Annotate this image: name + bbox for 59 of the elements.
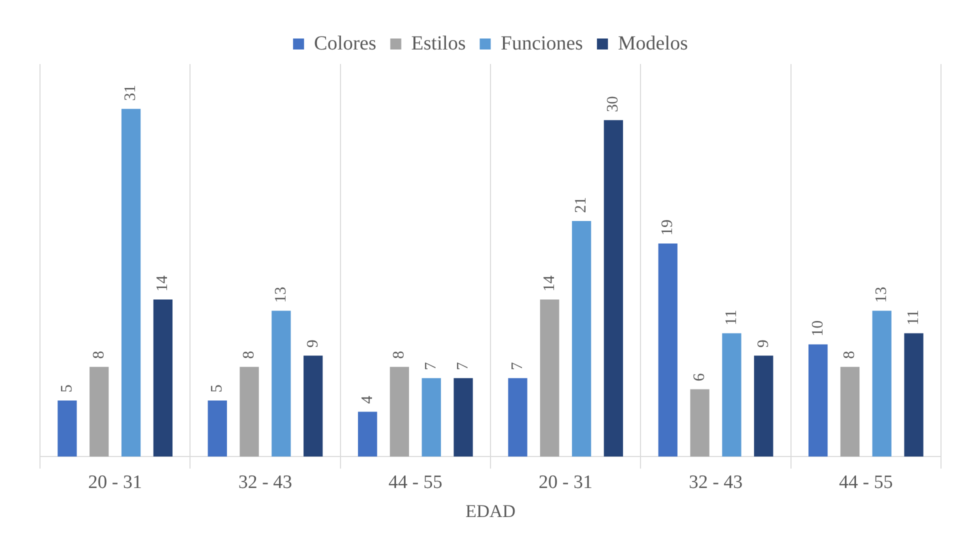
data-label: 9 (304, 340, 322, 348)
data-label: 11 (904, 310, 922, 326)
bar (390, 366, 410, 457)
x-tick-label: 44 - 55 (388, 472, 442, 493)
x-tick-label: 20 - 31 (538, 472, 592, 493)
bar (722, 333, 742, 457)
bar (153, 300, 173, 457)
legend-label: Modelos (618, 32, 688, 54)
bar (690, 389, 710, 457)
bar (840, 366, 860, 457)
data-label: 10 (809, 320, 826, 336)
data-label: 19 (659, 219, 676, 236)
data-label: 13 (873, 286, 890, 303)
legend-label: Colores (314, 32, 376, 54)
bar (754, 356, 774, 457)
bar (572, 221, 592, 457)
bar (240, 366, 259, 457)
data-label: 6 (691, 373, 708, 382)
x-tick-label: 32 - 43 (238, 472, 292, 493)
data-label: 5 (58, 384, 76, 393)
legend-label: Estilos (411, 32, 466, 54)
bar (540, 300, 560, 457)
bar (272, 310, 291, 457)
data-label: 7 (422, 362, 440, 370)
x-tick-label: 44 - 55 (839, 472, 893, 493)
data-label: 5 (208, 384, 226, 393)
bar (454, 378, 473, 457)
data-label: 11 (722, 310, 740, 326)
data-label: 14 (154, 276, 172, 292)
x-axis-title: EDAD (466, 500, 516, 521)
x-tick-label: 32 - 43 (688, 472, 743, 493)
bar (358, 412, 378, 457)
bar (422, 378, 441, 457)
bar (121, 108, 141, 457)
data-label: 4 (358, 396, 376, 404)
bar (90, 366, 109, 457)
bar (808, 344, 828, 457)
legend-label: Funciones (500, 32, 584, 54)
data-label: 30 (604, 96, 622, 112)
bar (604, 120, 624, 457)
data-label: 8 (841, 350, 858, 359)
bar (304, 356, 323, 457)
data-label: 9 (754, 340, 772, 348)
bar (208, 400, 227, 457)
bar (658, 243, 678, 457)
data-label: 21 (572, 197, 590, 214)
bar (872, 310, 892, 457)
bar (58, 400, 77, 457)
data-label: 14 (540, 276, 558, 292)
data-label: 7 (454, 362, 472, 370)
data-label: 31 (122, 84, 140, 101)
data-label: 8 (390, 350, 408, 359)
data-label: 8 (90, 350, 108, 359)
x-tick-label: 20 - 31 (88, 472, 142, 493)
data-label: 8 (240, 350, 258, 359)
bar (508, 378, 528, 457)
bar (904, 333, 924, 457)
data-label: 13 (272, 286, 290, 303)
data-label: 7 (508, 362, 526, 370)
